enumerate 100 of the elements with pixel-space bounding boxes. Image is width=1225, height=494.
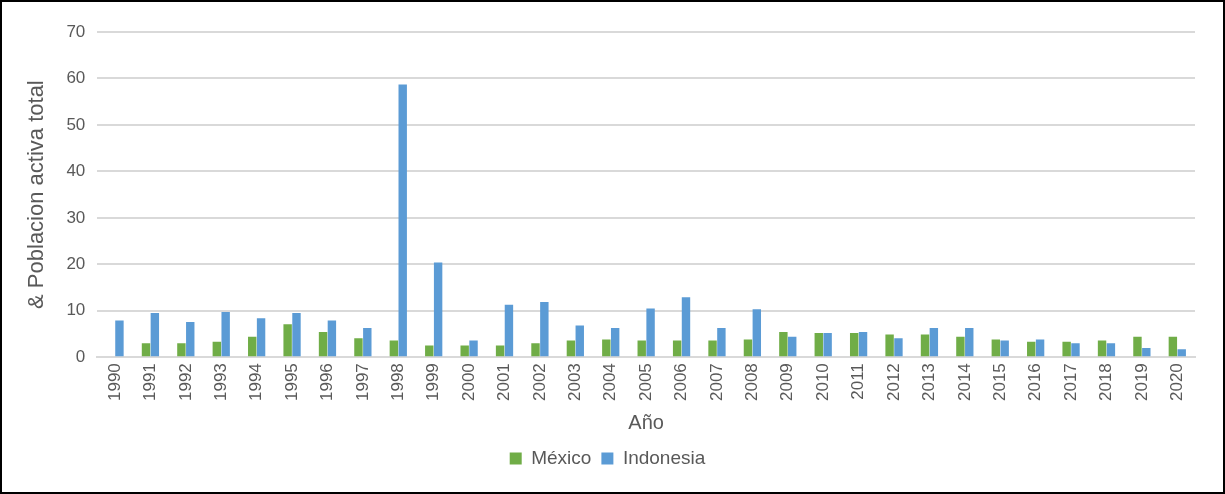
bar — [858, 332, 868, 357]
bar — [115, 320, 124, 357]
bar — [610, 327, 620, 357]
bar — [141, 343, 151, 357]
x-tick-label: 2000 — [458, 363, 478, 402]
bar — [531, 343, 540, 357]
bar — [1027, 341, 1036, 357]
bar — [389, 340, 399, 357]
bar — [575, 325, 584, 357]
x-tick-label: 2013 — [919, 363, 939, 402]
bar — [965, 327, 974, 357]
x-tick-label: 1996 — [317, 363, 337, 402]
bar — [602, 339, 611, 357]
bar — [1142, 347, 1151, 357]
x-tick-label: 1992 — [175, 363, 195, 402]
bar — [1000, 340, 1009, 357]
bar — [1097, 340, 1107, 357]
bar — [460, 345, 469, 357]
x-tick-label: 2008 — [742, 363, 762, 402]
y-tick-label: 0 — [75, 346, 86, 366]
y-axis-title: & Poblacion activa total — [23, 80, 49, 309]
x-tick-label: 2012 — [883, 363, 903, 402]
bar — [540, 301, 549, 357]
y-tick-label: 70 — [66, 21, 86, 41]
bar — [425, 345, 434, 357]
bar — [363, 327, 372, 357]
x-tick-label: 2006 — [671, 363, 691, 402]
x-tick-label: 1993 — [210, 363, 230, 402]
bar — [637, 340, 646, 357]
bar — [743, 339, 753, 357]
bar — [1071, 343, 1080, 357]
bar — [788, 336, 797, 357]
bar — [150, 313, 160, 357]
x-tick-label: 2010 — [812, 363, 832, 402]
bar — [566, 340, 576, 357]
bar — [929, 327, 939, 357]
bar — [956, 336, 965, 357]
x-tick-label: 2011 — [848, 363, 868, 400]
y-tick-label: 40 — [66, 161, 86, 181]
bar — [894, 338, 903, 357]
x-tick-label: 2007 — [706, 363, 726, 402]
bar — [991, 339, 1001, 357]
y-tick-label: 20 — [66, 253, 86, 273]
bar — [1035, 339, 1045, 357]
bar — [212, 341, 222, 357]
x-tick-label: 2016 — [1025, 363, 1045, 402]
y-tick-label: 30 — [66, 207, 86, 227]
bar — [885, 334, 894, 357]
bar — [504, 304, 514, 357]
bar — [469, 340, 478, 357]
bar — [779, 332, 788, 357]
bar — [1168, 336, 1178, 357]
x-tick-label: 1999 — [423, 363, 443, 402]
bar — [248, 336, 257, 357]
x-tick-label: 2009 — [777, 363, 797, 402]
bar — [823, 333, 832, 357]
bar — [256, 318, 266, 357]
y-tick-label: 60 — [66, 68, 86, 88]
x-tick-label: 2004 — [600, 363, 620, 402]
bar — [283, 324, 292, 357]
bar — [292, 313, 301, 357]
y-tick-label: 50 — [66, 114, 86, 134]
bar — [186, 321, 195, 357]
bar — [354, 338, 363, 357]
bar — [708, 340, 717, 357]
x-tick-label: 2001 — [494, 363, 514, 402]
x-axis-title: Año — [628, 410, 664, 433]
x-tick-label: 2020 — [1166, 363, 1186, 402]
bar — [398, 84, 407, 357]
bar — [1062, 341, 1071, 357]
x-tick-label: 2002 — [529, 363, 549, 402]
legend-label: México — [531, 446, 592, 468]
bar — [1133, 336, 1142, 357]
y-tick-label: 10 — [66, 300, 86, 320]
x-tick-label: 2018 — [1096, 363, 1116, 402]
bar — [221, 312, 230, 357]
x-tick-label: 2005 — [635, 363, 655, 402]
x-tick-label: 2015 — [989, 363, 1009, 402]
bar — [433, 262, 443, 357]
bar — [327, 320, 337, 357]
legend-label: Indonesia — [622, 446, 706, 468]
bar — [920, 334, 930, 357]
x-tick-label: 2017 — [1060, 363, 1080, 402]
bar — [495, 345, 505, 357]
bar — [752, 309, 762, 357]
x-tick-label: 2003 — [565, 363, 585, 402]
x-tick-label: 1997 — [352, 363, 372, 402]
bar — [177, 343, 186, 357]
bar — [849, 333, 859, 357]
bar — [1177, 349, 1186, 357]
bar — [646, 308, 655, 357]
bar — [1106, 343, 1116, 357]
x-tick-label: 1995 — [281, 363, 301, 402]
x-tick-label: 1994 — [246, 363, 266, 402]
x-tick-label: 1991 — [140, 363, 160, 402]
bar — [814, 333, 823, 357]
bar — [318, 332, 328, 357]
bar — [672, 340, 682, 357]
bar — [681, 297, 691, 357]
bar — [717, 327, 726, 357]
